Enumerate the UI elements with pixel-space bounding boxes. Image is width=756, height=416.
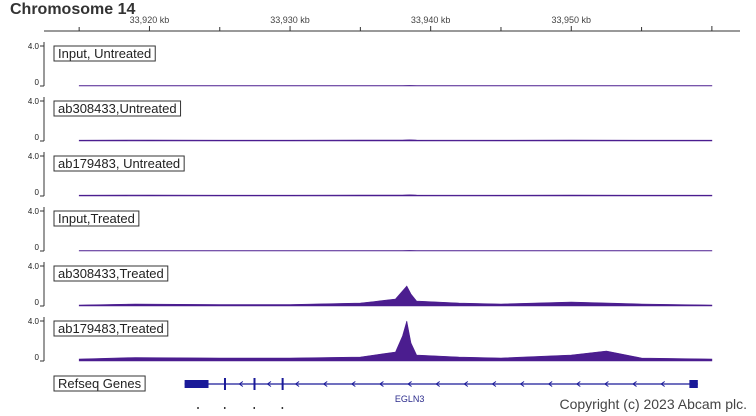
y-tick-label-min: 0 <box>35 188 40 197</box>
copyright-notice: Copyright (c) 2023 Abcam plc. <box>559 396 747 412</box>
chart-title: Chromosome 14 <box>10 1 136 18</box>
exon-marker <box>197 407 199 409</box>
strand-arrow <box>238 381 244 387</box>
track: 4.0 0 ab308433,Treated <box>28 262 713 307</box>
y-tick-label-min: 0 <box>35 353 40 362</box>
track: 4.0 0 ab308433,Untreated <box>28 97 713 142</box>
y-tick-label-min: 0 <box>35 78 40 87</box>
y-tick-label-max: 4.0 <box>28 42 40 51</box>
track-label-box <box>53 265 169 282</box>
x-tick-label: 33,930 kb <box>270 15 310 25</box>
y-tick-label-min: 0 <box>35 243 40 252</box>
gene-name-label: EGLN3 <box>395 394 425 404</box>
strand-arrow <box>632 381 637 387</box>
track-label-box <box>53 45 156 62</box>
track: 4.0 0 Input,Treated <box>28 207 713 252</box>
y-tick-label-max: 4.0 <box>28 207 40 216</box>
strand-arrow <box>350 381 356 387</box>
signal-area <box>78 85 713 87</box>
track-label: ab308433,Untreated <box>58 101 177 116</box>
gene-exon <box>253 378 256 390</box>
signal-area <box>78 194 713 197</box>
track: 4.0 0 ab179483,Treated <box>28 317 713 362</box>
signal-area <box>78 139 713 142</box>
track-label-box <box>53 320 169 337</box>
strand-arrow <box>660 381 665 387</box>
x-tick-label: 33,920 kb <box>130 15 170 25</box>
exon-marker <box>281 407 284 409</box>
y-tick-label-max: 4.0 <box>28 152 40 161</box>
track-label: Input, Untreated <box>58 46 151 61</box>
gene-exon <box>184 380 209 388</box>
track: 4.0 0 ab179483, Untreated <box>28 152 713 197</box>
gene-exon <box>689 380 698 388</box>
gene-track-label-box <box>53 375 146 392</box>
strand-arrow <box>547 381 553 387</box>
exon-marker <box>253 407 256 409</box>
tracks: 4.0 0 Input, Untreated 4.0 0 ab308433,Untreat… <box>28 42 713 362</box>
track-label-box <box>53 100 182 117</box>
strand-arrow <box>379 381 384 387</box>
strand-arrow <box>294 381 300 387</box>
signal-area <box>78 285 713 307</box>
strand-arrow <box>407 381 412 387</box>
strand-arrow <box>575 381 581 387</box>
y-tick-label-max: 4.0 <box>28 262 40 271</box>
strand-arrow <box>463 381 469 387</box>
y-tick-label-max: 4.0 <box>28 97 40 106</box>
y-tick-label-min: 0 <box>35 133 40 142</box>
track-label-box <box>53 155 185 172</box>
track: 4.0 0 Input, Untreated <box>28 42 713 87</box>
x-axis: 33,920 kb 33,930 kb 33,940 kb 33,950 kb <box>44 15 740 32</box>
gene-exon <box>223 378 226 390</box>
track-label: ab179483, Untreated <box>58 156 180 171</box>
exon-marker <box>223 407 226 409</box>
strand-arrow <box>519 381 525 387</box>
strand-arrow <box>266 381 272 387</box>
strand-arrow <box>491 381 497 387</box>
x-tick-label: 33,950 kb <box>551 15 591 25</box>
signal-area <box>78 320 713 362</box>
strand-arrow <box>322 381 328 387</box>
signal-area <box>78 250 713 252</box>
track-label: ab179483,Treated <box>58 321 164 336</box>
gene-exon <box>281 378 284 390</box>
track-label: ab308433,Treated <box>58 266 164 281</box>
y-tick-label-min: 0 <box>35 298 40 307</box>
track-label: Input,Treated <box>58 211 135 226</box>
track-label-box <box>53 210 140 227</box>
x-tick-label: 33,940 kb <box>411 15 451 25</box>
y-tick-label-max: 4.0 <box>28 317 40 326</box>
strand-arrow <box>435 381 440 387</box>
strand-arrow <box>604 381 609 387</box>
gene-track: Refseq Genes EGLN3 <box>53 375 698 409</box>
gene-track-label: Refseq Genes <box>58 376 142 391</box>
